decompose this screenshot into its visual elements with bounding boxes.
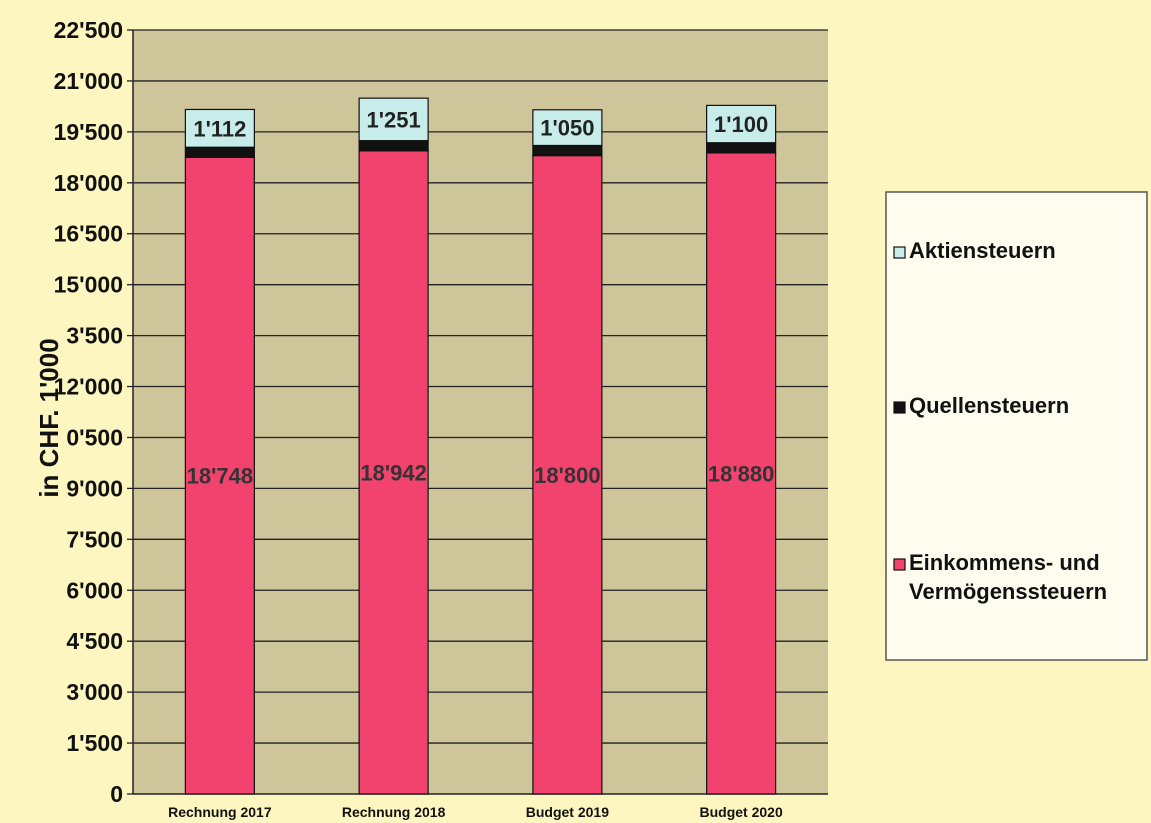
x-category-label: Budget 2019 [526, 804, 609, 820]
bar-segment [358, 150, 429, 795]
bar-segment [358, 97, 429, 142]
y-tick-label: 9'000 [66, 475, 123, 501]
legend-swatch [893, 246, 906, 259]
legend-label: Aktiensteuern [909, 238, 1056, 263]
y-tick-label: 21'000 [54, 68, 123, 94]
y-tick-label: 22'500 [54, 17, 123, 43]
bar-stack: 18'880 1'100 [706, 104, 777, 795]
legend-label: Einkommens- und [909, 550, 1100, 575]
bar-segment [184, 156, 255, 795]
data-label: 1'100 [714, 112, 768, 137]
y-axis-title: in CHF. 1'000 [34, 338, 64, 497]
y-tick-label: 7'500 [66, 526, 123, 552]
y-tick-label: 16'500 [54, 221, 123, 247]
y-axis: 0 1'500 3'000 4'500 6'000 7'500 9'000 0'500 12'0… [54, 17, 828, 807]
legend-box [885, 191, 1148, 661]
x-category-label: Rechnung 2018 [342, 804, 446, 820]
data-label: 1'112 [193, 116, 246, 141]
legend-swatch [893, 558, 906, 571]
y-tick-label: 18'000 [54, 170, 123, 196]
bar-segment [184, 108, 255, 148]
y-tick-label: 12'000 [54, 374, 123, 400]
bar-stack: 18'748 1'112 [184, 108, 255, 795]
y-tick-label: 0'500 [66, 424, 123, 450]
legend-label: Vermögenssteuern [909, 579, 1107, 604]
bar-segment [358, 140, 429, 152]
data-label: 18'800 [534, 463, 600, 488]
y-tick-label: 15'000 [54, 272, 123, 298]
legend-item: Aktiensteuern [893, 238, 1056, 263]
bars: 18'7481'11218'9421'25118'8001'05018'8801… [184, 97, 777, 795]
y-tick-label: 19'500 [54, 119, 123, 145]
legend-item: Einkommens- und Vermögenssteuern [893, 550, 1107, 604]
bar-segment [706, 152, 777, 795]
data-label: 18'942 [360, 460, 426, 485]
bar-segment [532, 109, 603, 147]
legend-item: Quellensteuern [893, 393, 1069, 418]
data-label: 18'748 [187, 464, 253, 489]
y-tick-label: 6'000 [66, 577, 123, 603]
bar-stack: 18'942 1'251 [358, 97, 429, 795]
y-tick-label: 4'500 [66, 628, 123, 654]
bar-segment [532, 144, 603, 157]
y-tick-label: 3'000 [66, 679, 123, 705]
data-label: 18'880 [708, 461, 774, 486]
legend: Aktiensteuern Quellensteuern Einkommens- u… [885, 191, 1148, 661]
x-axis-categories: Rechnung 2017 Rechnung 2018 Budget 2019 Bud… [168, 804, 783, 820]
bar-segment [184, 146, 255, 159]
legend-swatch [893, 401, 906, 414]
data-label: 1'050 [540, 116, 594, 141]
y-tick-label: 1'500 [66, 730, 123, 756]
bar-segment [706, 142, 777, 154]
bar-stack: 18'800 1'050 [532, 109, 603, 795]
x-category-label: Rechnung 2017 [168, 804, 272, 820]
x-category-label: Budget 2020 [700, 804, 783, 820]
data-label: 1'251 [367, 107, 421, 132]
bar-segment [706, 104, 777, 144]
y-tick-label: 3'500 [66, 323, 123, 349]
legend-label: Quellensteuern [909, 393, 1069, 418]
y-tick-label: 0 [110, 781, 123, 807]
